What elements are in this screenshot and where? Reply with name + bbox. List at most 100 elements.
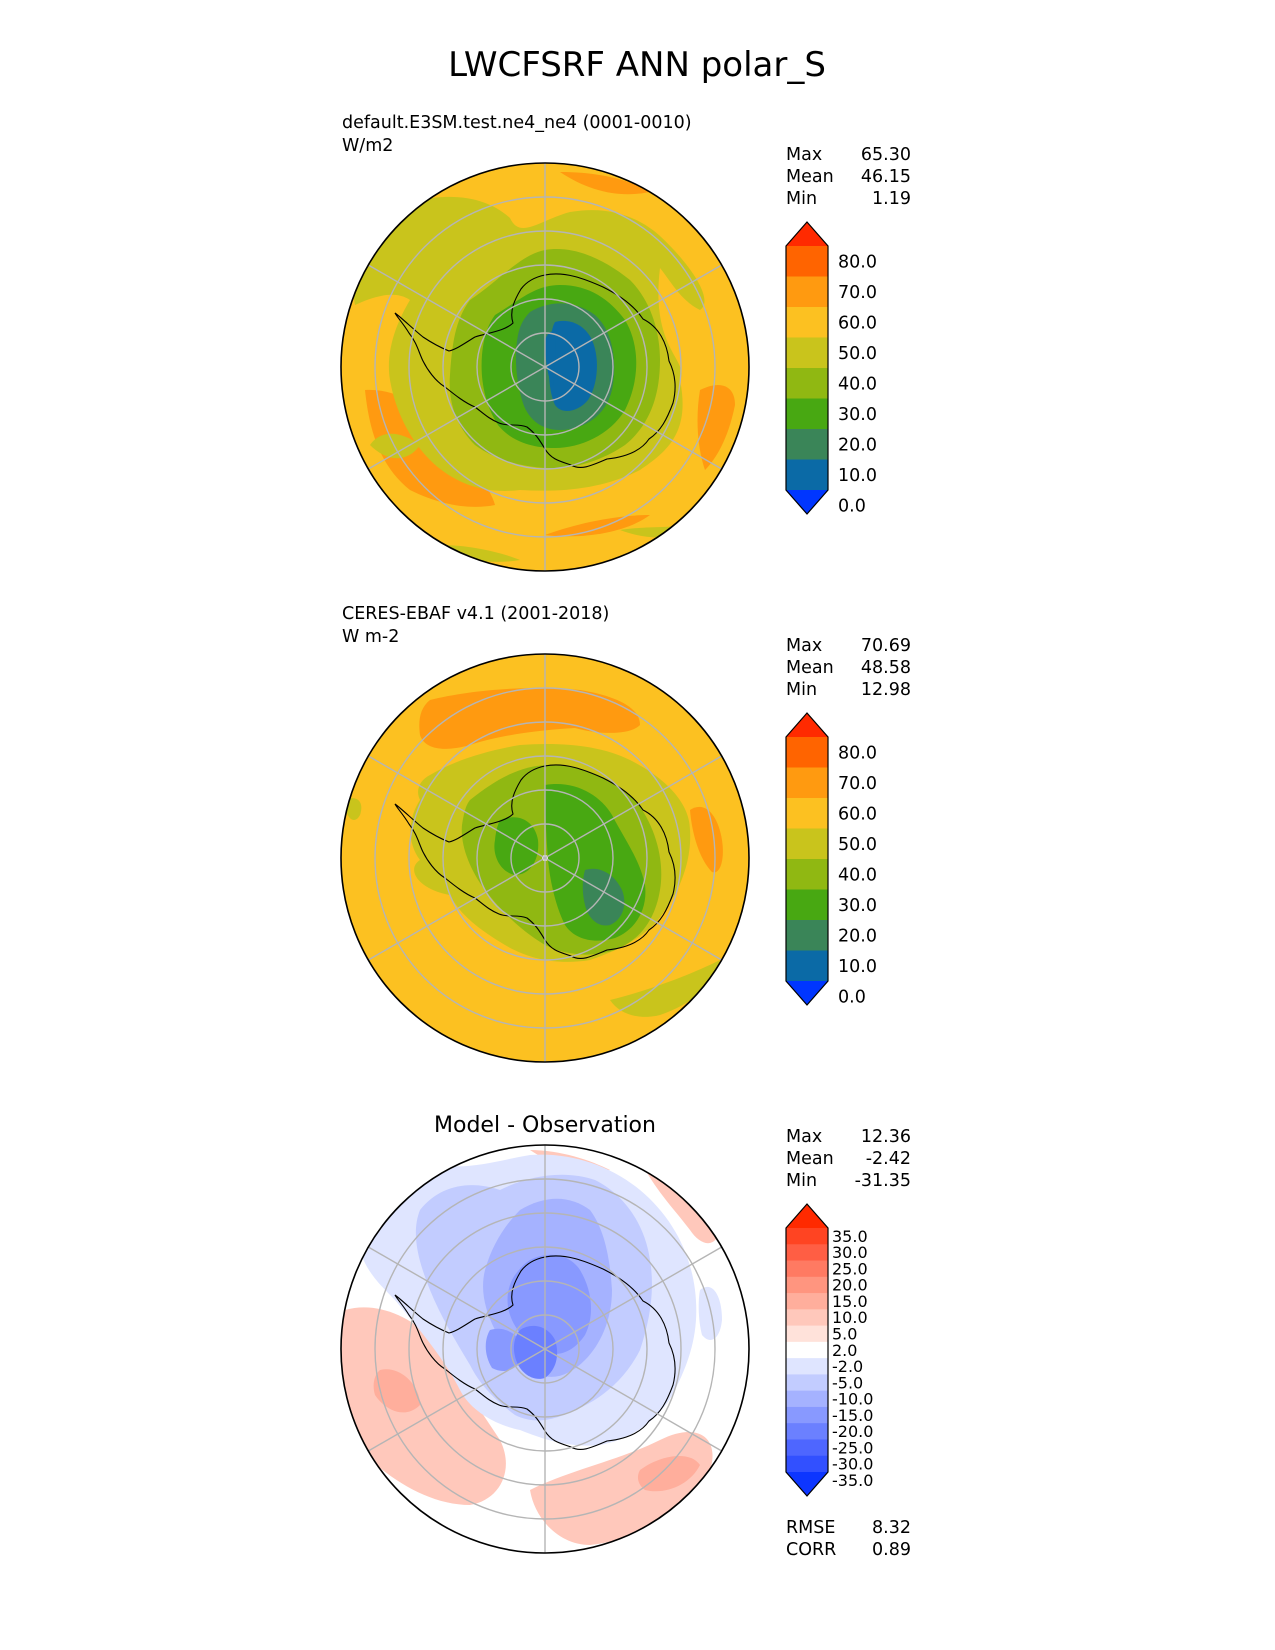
- panel-difference-colorbar-segment: [786, 1455, 828, 1473]
- panel-reference-min-value: 12.98: [861, 680, 911, 700]
- panel-reference-colorbar-tick-label: 10.0: [838, 957, 877, 977]
- panel-test-colorbar-segment: [786, 307, 828, 339]
- panel-difference-colorbar-tick-label: -5.0: [832, 1373, 863, 1392]
- panel-difference-colorbar-segment: [786, 1260, 828, 1278]
- panel-test-mean-value: 46.15: [861, 167, 911, 187]
- panel-difference: Model - Observation Max: [340, 1113, 911, 1560]
- panel-difference-colorbar-extend-top: [786, 1204, 828, 1228]
- panel-reference-colorbar: 80.0 70.0 60.0 50.0 40.0 30.0 20.0 10.0 0.0: [785, 712, 877, 1008]
- panel-reference-map: [341, 654, 749, 1062]
- panel-difference-colorbar-segment: [786, 1325, 828, 1343]
- panel-test-colorbar-extend-top: [786, 222, 828, 246]
- panel-difference-colorbar-segment: [786, 1228, 828, 1245]
- panel-reference-colorbar-tick-label: 20.0: [838, 927, 877, 947]
- panel-reference-min-label: Min: [786, 680, 817, 700]
- panel-difference-colorbar-tick-label: 35.0: [832, 1227, 868, 1246]
- panel-test-colorbar-segment: [786, 368, 828, 400]
- panel-difference-corr-value: 0.89: [872, 1540, 911, 1560]
- panel-reference-colorbar-extend-bottom: [786, 981, 828, 1005]
- panel-test-colorbar-tick-label: 10.0: [838, 466, 877, 486]
- panel-test-colorbar: 80.0 70.0 60.0 50.0 40.0 30.0 20.0 10.0 0.0: [785, 221, 877, 517]
- panel-test-colorbar-tick-label: 0.0: [838, 497, 866, 517]
- panel-reference-colorbar-outline: [785, 712, 829, 1006]
- panel-difference-colorbar-segment: [786, 1358, 828, 1375]
- panel-reference-colorbar-tick-label: 50.0: [838, 835, 877, 855]
- panel-reference-mean-value: 48.58: [861, 658, 911, 678]
- panel-difference-colorbar-segment: [786, 1309, 828, 1327]
- panel-test-colorbar-tick-label: 30.0: [838, 405, 877, 425]
- panel-reference-colorbar-tick-label: 80.0: [838, 744, 877, 764]
- panel-reference-max-label: Max: [786, 636, 822, 656]
- panel-test-colorbar-segment: [786, 276, 828, 308]
- panel-reference-colorbar-segment: [786, 889, 828, 921]
- panel-difference-colorbar-tick-label: 25.0: [832, 1259, 868, 1278]
- panel-test-min-label: Min: [786, 189, 817, 209]
- panel-reference-colorbar-tick-label: 40.0: [838, 866, 877, 886]
- panel-reference-max-value: 70.69: [861, 636, 911, 656]
- panel-reference-boundary: [340, 653, 750, 1063]
- panel-difference-colorbar-segment: [786, 1390, 828, 1408]
- panel-difference-colorbar-tick-label: 20.0: [832, 1276, 868, 1295]
- panel-test-colorbar-outline: [785, 221, 829, 515]
- panel-difference-colorbar-segment: [786, 1406, 828, 1424]
- panel-difference-colorbar-tick-label: 2.0: [832, 1341, 857, 1360]
- panel-test-colorbar-tick-label: 80.0: [838, 253, 877, 273]
- panel-difference-colorbar-tick-label: -2.0: [832, 1357, 863, 1376]
- panel-difference-max-value: 12.36: [861, 1127, 911, 1147]
- figure-title: LWCFSRF ANN polar_S: [448, 45, 826, 85]
- panel-test-colorbar-tick-label: 70.0: [838, 283, 877, 303]
- panel-difference-corr-label: CORR: [786, 1540, 836, 1560]
- panel-reference-colorbar-segment: [786, 859, 828, 891]
- panel-difference-colorbar-tick-label: 30.0: [832, 1243, 868, 1262]
- panel-test-max-value: 65.30: [861, 145, 911, 165]
- panel-difference-colorbar-tick-label: -25.0: [832, 1438, 873, 1457]
- panel-difference-title: Model - Observation: [434, 1113, 656, 1138]
- panel-difference-mean-label: Mean: [786, 1149, 834, 1169]
- panel-difference-colorbar-segment: [786, 1439, 828, 1457]
- panel-reference-colorbar-segment: [786, 920, 828, 952]
- panel-test-max-label: Max: [786, 145, 822, 165]
- panel-reference-colorbar-tick-label: 70.0: [838, 774, 877, 794]
- panel-difference-min-label: Min: [786, 1171, 817, 1191]
- panel-test-colorbar-segment: [786, 337, 828, 369]
- panel-reference-colorbar-segment: [786, 767, 828, 799]
- panel-reference-colorbar-segment: [786, 798, 828, 830]
- panel-test-label: default.E3SM.test.ne4_ne4 (0001-0010): [342, 113, 692, 133]
- panel-test-boundary: [340, 162, 750, 572]
- panel-difference-mean-value: -2.42: [866, 1149, 911, 1169]
- panel-difference-colorbar-segment: [786, 1276, 828, 1294]
- panel-difference-min-value: -31.35: [855, 1171, 911, 1191]
- panel-reference: CERES-EBAF v4.1 (2001-2018) W m-2 Max 70…: [340, 604, 911, 1063]
- panel-difference-colorbar-segment: [786, 1293, 828, 1310]
- panel-difference-colorbar-segment: [786, 1423, 828, 1441]
- panel-test: default.E3SM.test.ne4_ne4 (0001-0010) W/…: [340, 113, 911, 572]
- panel-test-colorbar-tick-label: 40.0: [838, 375, 877, 395]
- panel-difference-rmse-value: 8.32: [872, 1518, 911, 1538]
- panel-reference-colorbar-segment: [786, 950, 828, 982]
- panel-difference-colorbar-tick-label: 15.0: [832, 1292, 868, 1311]
- panel-reference-colorbar-segment: [786, 828, 828, 860]
- panel-test-colorbar-segment: [786, 398, 828, 430]
- panel-difference-colorbar-tick-label: 5.0: [832, 1324, 857, 1343]
- panel-reference-colorbar-tick-label: 60.0: [838, 805, 877, 825]
- panel-reference-mean-label: Mean: [786, 658, 834, 678]
- panel-test-colorbar-segment: [786, 459, 828, 491]
- panel-test-colorbar-segment: [786, 246, 828, 278]
- panel-difference-colorbar-tick-label: -30.0: [832, 1455, 873, 1474]
- panel-reference-colorbar-tick-label: 0.0: [838, 988, 866, 1008]
- panel-reference-colorbar-tick-label: 30.0: [838, 896, 877, 916]
- panel-difference-colorbar-tick-label: -20.0: [832, 1422, 873, 1441]
- panel-difference-colorbar: 35.030.025.020.015.010.05.02.0-2.0-5.0-1…: [785, 1203, 873, 1497]
- panel-test-colorbar-tick-label: 50.0: [838, 344, 877, 364]
- panel-difference-colorbar-segment: [786, 1341, 828, 1359]
- panel-difference-colorbar-outline: [785, 1203, 829, 1497]
- panel-difference-colorbar-tick-label: -15.0: [832, 1406, 873, 1425]
- panel-difference-map: [341, 1145, 749, 1553]
- panel-difference-max-label: Max: [786, 1127, 822, 1147]
- panel-test-colorbar-extend-bottom: [786, 490, 828, 514]
- panel-difference-rmse-label: RMSE: [786, 1518, 835, 1538]
- panel-test-units: W/m2: [342, 136, 393, 156]
- panel-difference-colorbar-tick-label: -10.0: [832, 1390, 873, 1409]
- panel-test-colorbar-tick-label: 60.0: [838, 314, 877, 334]
